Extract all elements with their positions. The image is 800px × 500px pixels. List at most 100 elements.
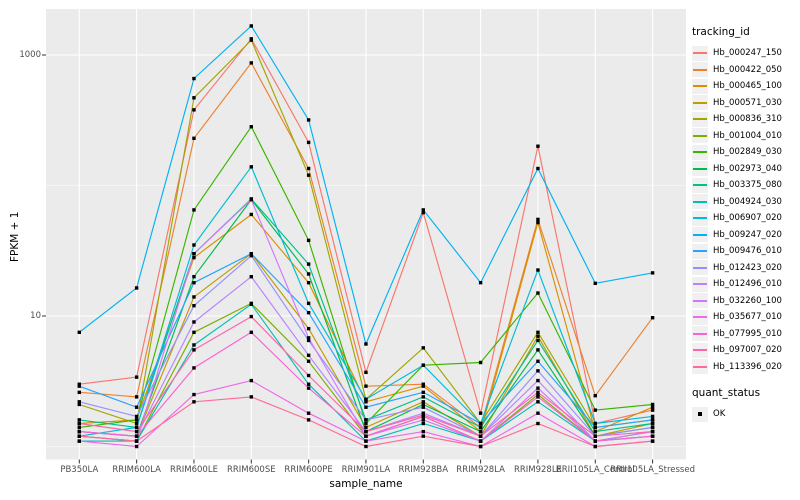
data-point [536,330,540,335]
line-icon [693,266,707,269]
data-point [650,418,655,422]
data-point [364,384,368,388]
data-point [421,418,425,422]
data-point [306,166,311,171]
line-icon [693,151,707,154]
data-point [192,366,196,370]
data-point [192,392,196,397]
data-point [249,125,253,129]
data-point [593,408,597,412]
data-point [306,280,311,285]
data-point [192,400,196,404]
legend-item-label: Hb_012423_020 [713,262,782,273]
legend-item-label: Hb_003375_080 [713,180,782,191]
legend-item-Hb_000465_100: Hb_000465_100 [692,78,800,95]
data-point [192,76,196,81]
data-point [478,421,483,426]
data-point [192,96,196,100]
data-point [134,421,139,426]
legend-item-Hb_097007_020: Hb_097007_020 [692,342,800,359]
data-point [306,238,311,243]
line-icon [693,217,707,220]
legend-item-Hb_113396_020: Hb_113396_020 [692,359,800,376]
data-point [134,375,139,379]
line-icon [693,332,707,335]
line-icon [693,118,707,121]
data-point [77,402,81,407]
data-point [421,210,425,215]
legend-item-label: Hb_009476_010 [713,246,782,257]
data-point [536,411,540,415]
legend-title-tracking-id: tracking_id [692,26,750,38]
legend-item-Hb_035677_010: Hb_035677_010 [692,309,800,326]
legend-item-label: Hb_006907_020 [713,213,782,224]
y-tick-label: 10 [30,311,41,321]
line-swatch [692,359,708,375]
data-point [192,320,196,324]
data-point [249,314,253,319]
legend-quant-status: quant_status OK [692,387,800,423]
data-point [192,330,196,335]
data-point [536,359,540,363]
data-point [536,392,540,397]
data-point [421,434,425,438]
legend-item-Hb_012496_010: Hb_012496_010 [692,276,800,293]
legend-item-Hb_000571_030: Hb_000571_030 [692,95,800,112]
data-point [478,425,483,430]
data-point [134,444,139,449]
data-point [593,429,597,434]
data-point [421,421,425,426]
line-swatch [692,194,708,210]
data-point [249,330,253,335]
data-point [364,397,368,401]
data-point [364,370,368,375]
data-point [306,382,311,386]
x-tick-label: RRIM928BA [398,465,449,475]
legend-item-Hb_000836_310: Hb_000836_310 [692,111,800,128]
data-point [421,413,425,417]
line-swatch [692,342,708,358]
legend-item-Hb_077995_010: Hb_077995_010 [692,326,800,343]
data-point [306,173,311,177]
data-point [306,118,311,122]
data-point [192,252,196,256]
data-point [478,444,483,449]
data-point [306,411,311,415]
legend-item-label: OK [713,409,726,420]
point-icon [698,412,702,417]
data-point [77,429,81,434]
data-point [593,421,597,426]
data-point [249,197,253,202]
legend-item-label: Hb_032260_100 [713,295,782,306]
legend: tracking_id Hb_000247_150 Hb_000422_050 Hb… [692,26,800,423]
data-point [536,395,540,399]
line-swatch [692,260,708,276]
legend-item-label: Hb_002973_040 [713,163,782,174]
data-point [364,421,368,426]
data-point [421,400,425,404]
data-point [421,411,425,415]
data-point [364,425,368,430]
data-point [536,369,540,373]
data-point [421,429,425,434]
line-swatch [692,128,708,144]
data-point [249,165,253,169]
data-point [306,336,311,340]
data-point [134,418,139,422]
data-point [306,301,311,306]
line-swatch [692,95,708,111]
data-point [478,411,483,415]
data-point [364,418,368,422]
line-icon [693,200,707,203]
x-tick-label: RRIM600PE [284,465,333,475]
data-point [192,243,196,247]
y-axis-title: FPKM + 1 [9,211,21,262]
x-tick-label: RRIM600LA [112,465,161,475]
data-point [536,348,540,352]
data-point [192,303,196,308]
x-tick-label: RRIM901LA [341,465,391,475]
line-swatch [692,78,708,94]
legend-item-label: Hb_077995_010 [713,328,782,339]
data-point [306,353,311,357]
data-point [77,384,81,388]
